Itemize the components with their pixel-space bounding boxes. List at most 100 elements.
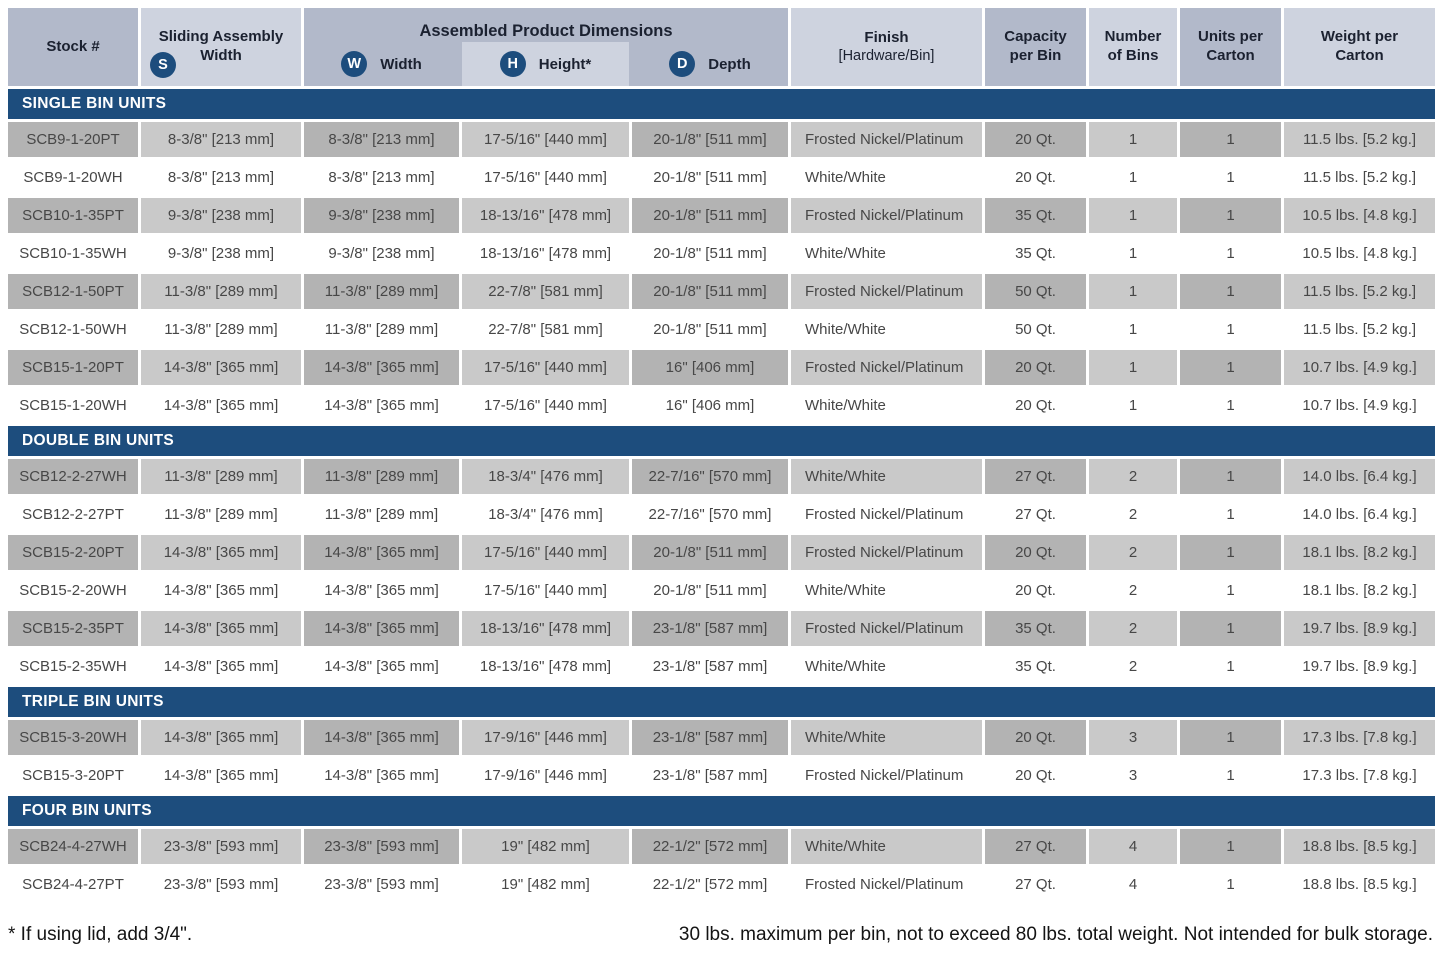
cell-stock: SCB9-1-20WH xyxy=(23,169,123,186)
cell-width: 14-3/8" [365 mm] xyxy=(304,611,459,646)
cell-finish: Frosted Nickel/Platinum xyxy=(791,535,982,570)
cell-units: 1 xyxy=(1180,274,1281,309)
cell-width: 8-3/8" [213 mm] xyxy=(304,122,459,157)
cell-sliding-width: 9-3/8" [238 mm] xyxy=(141,198,301,233)
cell-bins: 1 xyxy=(1089,198,1177,233)
cell-depth: 22-1/2" [572 mm] xyxy=(652,876,768,893)
cell-width: 14-3/8" [365 mm] xyxy=(324,767,439,784)
cell-units: 1 xyxy=(1180,720,1281,755)
cell-sliding-width: 14-3/8" [365 mm] xyxy=(163,658,279,675)
bins-header-line1: Number xyxy=(1104,28,1162,46)
cell-bins: 2 xyxy=(1089,459,1177,494)
cell-weight: 17.3 lbs. [7.8 kg.] xyxy=(1302,767,1417,784)
table-row: SCB15-3-20WH 14-3/8" [365 mm] 14-3/8" [365… xyxy=(8,720,1435,755)
cell-capacity: 20 Qt. xyxy=(985,720,1086,755)
section-header: SINGLE BIN UNITS xyxy=(8,89,1435,119)
cell-finish: White/White xyxy=(805,245,886,262)
cell-stock: SCB12-1-50WH xyxy=(19,321,127,338)
cell-bins: 2 xyxy=(1128,582,1138,599)
cell-bins: 2 xyxy=(1128,506,1138,523)
table-row: SCB12-2-27WH 11-3/8" [289 mm] 11-3/8" [289… xyxy=(8,459,1435,494)
table-row: SCB12-2-27PT 11-3/8" [289 mm] 11-3/8" [289… xyxy=(8,497,1435,532)
cell-sliding-width: 14-3/8" [365 mm] xyxy=(141,535,301,570)
cell-finish: White/White xyxy=(805,397,886,414)
cell-height: 17-5/16" [440 mm] xyxy=(484,582,607,599)
cell-finish: Frosted Nickel/Platinum xyxy=(791,350,982,385)
cell-weight: 11.5 lbs. [5.2 kg.] xyxy=(1302,321,1417,338)
cell-capacity: 20 Qt. xyxy=(1015,169,1056,186)
cell-sliding-width: 14-3/8" [365 mm] xyxy=(163,767,279,784)
cell-stock: SCB10-1-35PT xyxy=(8,198,138,233)
cell-units: 1 xyxy=(1180,535,1281,570)
cell-sliding-width: 8-3/8" [213 mm] xyxy=(141,122,301,157)
table-row: SCB24-4-27WH 23-3/8" [593 mm] 23-3/8" [593… xyxy=(8,829,1435,864)
cell-capacity: 27 Qt. xyxy=(1015,506,1056,523)
depth-icon: D xyxy=(669,51,696,77)
cell-width: 8-3/8" [213 mm] xyxy=(328,169,435,186)
sliding-width-label-line2: Width xyxy=(200,47,242,64)
cell-capacity: 20 Qt. xyxy=(985,350,1086,385)
cell-capacity: 27 Qt. xyxy=(1015,876,1056,893)
cell-height: 17-9/16" [446 mm] xyxy=(484,767,607,784)
cell-stock: SCB12-1-50PT xyxy=(8,274,138,309)
cell-width: 14-3/8" [365 mm] xyxy=(324,397,439,414)
cell-height: 17-5/16" [440 mm] xyxy=(484,169,607,186)
cell-height: 22-7/8" [581 mm] xyxy=(488,321,603,338)
cell-depth: 20-1/8" [511 mm] xyxy=(632,122,788,157)
cell-bins: 2 xyxy=(1128,658,1138,675)
cell-finish: White/White xyxy=(805,582,886,599)
cell-height: 18-13/16" [478 mm] xyxy=(479,245,612,262)
height-icon: H xyxy=(499,51,526,77)
cell-weight: 10.5 lbs. [4.8 kg.] xyxy=(1284,198,1435,233)
cell-capacity: 20 Qt. xyxy=(1015,582,1056,599)
cell-bins: 1 xyxy=(1089,122,1177,157)
cell-weight: 11.5 lbs. [5.2 kg.] xyxy=(1284,274,1435,309)
footnotes: * If using lid, add 3/4". 30 lbs. maximu… xyxy=(8,924,1435,946)
table-row: SCB24-4-27PT 23-3/8" [593 mm] 23-3/8" [593… xyxy=(8,867,1435,902)
cell-width: 9-3/8" [238 mm] xyxy=(328,245,435,262)
sliding-width-label-line1: Sliding Assembly xyxy=(158,28,284,46)
cell-width: 14-3/8" [365 mm] xyxy=(304,535,459,570)
capacity-header-line2: per Bin xyxy=(1009,47,1062,64)
width-icon: W xyxy=(341,51,368,77)
table-row: SCB15-2-35WH 14-3/8" [365 mm] 14-3/8" [365… xyxy=(8,649,1435,684)
cell-bins: 1 xyxy=(1089,350,1177,385)
depth-header-label: Depth xyxy=(708,55,751,73)
cell-sliding-width: 9-3/8" [238 mm] xyxy=(167,245,275,262)
cell-width: 9-3/8" [238 mm] xyxy=(304,198,459,233)
cell-depth: 16" [406 mm] xyxy=(632,350,788,385)
cell-stock: SCB15-3-20PT xyxy=(22,767,124,784)
column-header-stock: Stock # xyxy=(8,8,138,86)
finish-header-label: Finish xyxy=(864,28,909,46)
cell-finish: Frosted Nickel/Platinum xyxy=(805,876,964,893)
cell-units: 1 xyxy=(1180,459,1281,494)
cell-depth: 23-1/8" [587 mm] xyxy=(632,611,788,646)
cell-width: 14-3/8" [365 mm] xyxy=(324,582,439,599)
cell-sliding-width: 14-3/8" [365 mm] xyxy=(163,397,279,414)
cell-weight: 11.5 lbs. [5.2 kg.] xyxy=(1284,122,1435,157)
footnote-lid: * If using lid, add 3/4". xyxy=(8,924,193,945)
cell-depth: 20-1/8" [511 mm] xyxy=(653,582,767,599)
cell-sliding-width: 11-3/8" [289 mm] xyxy=(164,321,278,338)
cell-depth: 20-1/8" [511 mm] xyxy=(653,245,767,262)
cell-stock: SCB12-2-27WH xyxy=(8,459,138,494)
cell-units: 1 xyxy=(1226,582,1235,599)
cell-finish: Frosted Nickel/Platinum xyxy=(805,767,964,784)
column-header-capacity: Capacity per Bin xyxy=(985,8,1086,86)
cell-height: 18-13/16" [478 mm] xyxy=(462,611,629,646)
cell-finish: Frosted Nickel/Platinum xyxy=(791,274,982,309)
cell-depth: 20-1/8" [511 mm] xyxy=(632,535,788,570)
table-row: SCB15-1-20PT 14-3/8" [365 mm] 14-3/8" [365… xyxy=(8,350,1435,385)
cell-bins: 1 xyxy=(1128,321,1138,338)
cell-finish: White/White xyxy=(805,658,886,675)
cell-capacity: 35 Qt. xyxy=(985,611,1086,646)
cell-depth: 20-1/8" [511 mm] xyxy=(653,321,767,338)
cell-finish: Frosted Nickel/Platinum xyxy=(805,506,964,523)
cell-units: 1 xyxy=(1180,122,1281,157)
cell-units: 1 xyxy=(1226,767,1235,784)
column-header-width: W Width xyxy=(304,42,459,86)
table-row: SCB10-1-35PT 9-3/8" [238 mm] 9-3/8" [238 m… xyxy=(8,198,1435,233)
cell-height: 18-13/16" [478 mm] xyxy=(479,658,612,675)
assembled-dimensions-title: Assembled Product Dimensions xyxy=(419,22,673,40)
cell-depth: 22-7/16" [570 mm] xyxy=(648,506,772,523)
